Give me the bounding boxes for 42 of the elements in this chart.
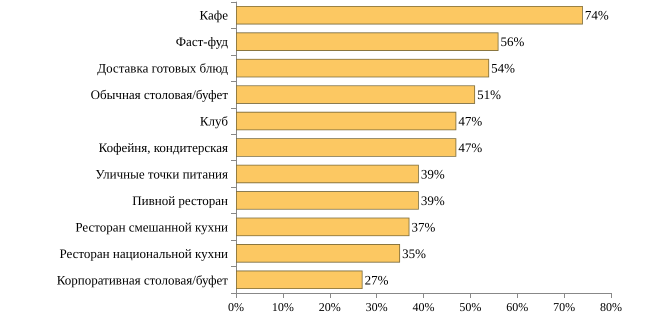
x-tick-label: 20% xyxy=(318,300,341,314)
bar xyxy=(236,58,490,78)
data-label: 37% xyxy=(411,219,436,234)
y-tick-label: Обычная столовая/буфет xyxy=(90,87,228,102)
bar xyxy=(236,218,410,236)
bar xyxy=(236,270,363,290)
y-tick-label: Клуб xyxy=(200,114,228,129)
bar xyxy=(236,85,476,104)
data-label: 39% xyxy=(420,166,445,182)
bar xyxy=(236,32,498,51)
x-tick-label: 10% xyxy=(272,300,294,314)
data-label: 47% xyxy=(458,114,482,129)
bar xyxy=(236,244,400,263)
x-tick-label: 50% xyxy=(459,300,482,314)
data-label: 51% xyxy=(477,87,502,102)
bar xyxy=(236,112,456,130)
y-tick-label: Пивной ресторан xyxy=(132,192,228,208)
data-label: 39% xyxy=(420,192,445,208)
x-tick-label: 40% xyxy=(412,300,434,314)
y-tick-label: Фаст-фуд xyxy=(176,34,228,50)
bar xyxy=(236,164,419,184)
data-label: 54% xyxy=(491,60,516,76)
data-label: 74% xyxy=(584,8,609,23)
data-label: 56% xyxy=(500,34,524,50)
x-tick-label: 30% xyxy=(366,300,388,314)
x-tick-label: 60% xyxy=(506,300,528,314)
y-tick-label: Уличные точки питания xyxy=(95,166,228,182)
x-tick-label: 70% xyxy=(553,300,576,314)
y-tick-label: Ресторан смешанной кухни xyxy=(75,219,228,234)
y-tick-label: Корпоративная столовая/буфет xyxy=(56,272,228,288)
data-label: 27% xyxy=(364,272,389,288)
bar xyxy=(236,191,419,210)
data-label: 35% xyxy=(402,246,426,261)
y-tick-label: Доставка готовых блюд xyxy=(97,60,228,76)
x-tick-label: 0% xyxy=(228,300,244,314)
data-label: 47% xyxy=(458,140,482,155)
y-tick-label: Кафе xyxy=(200,8,228,23)
y-tick-label: Ресторан национальной кухни xyxy=(59,246,228,261)
bar xyxy=(236,6,583,24)
y-tick-label: Кофейня, кондитерская xyxy=(98,140,228,155)
x-tick-label: 80% xyxy=(600,300,622,314)
bar xyxy=(236,138,456,157)
